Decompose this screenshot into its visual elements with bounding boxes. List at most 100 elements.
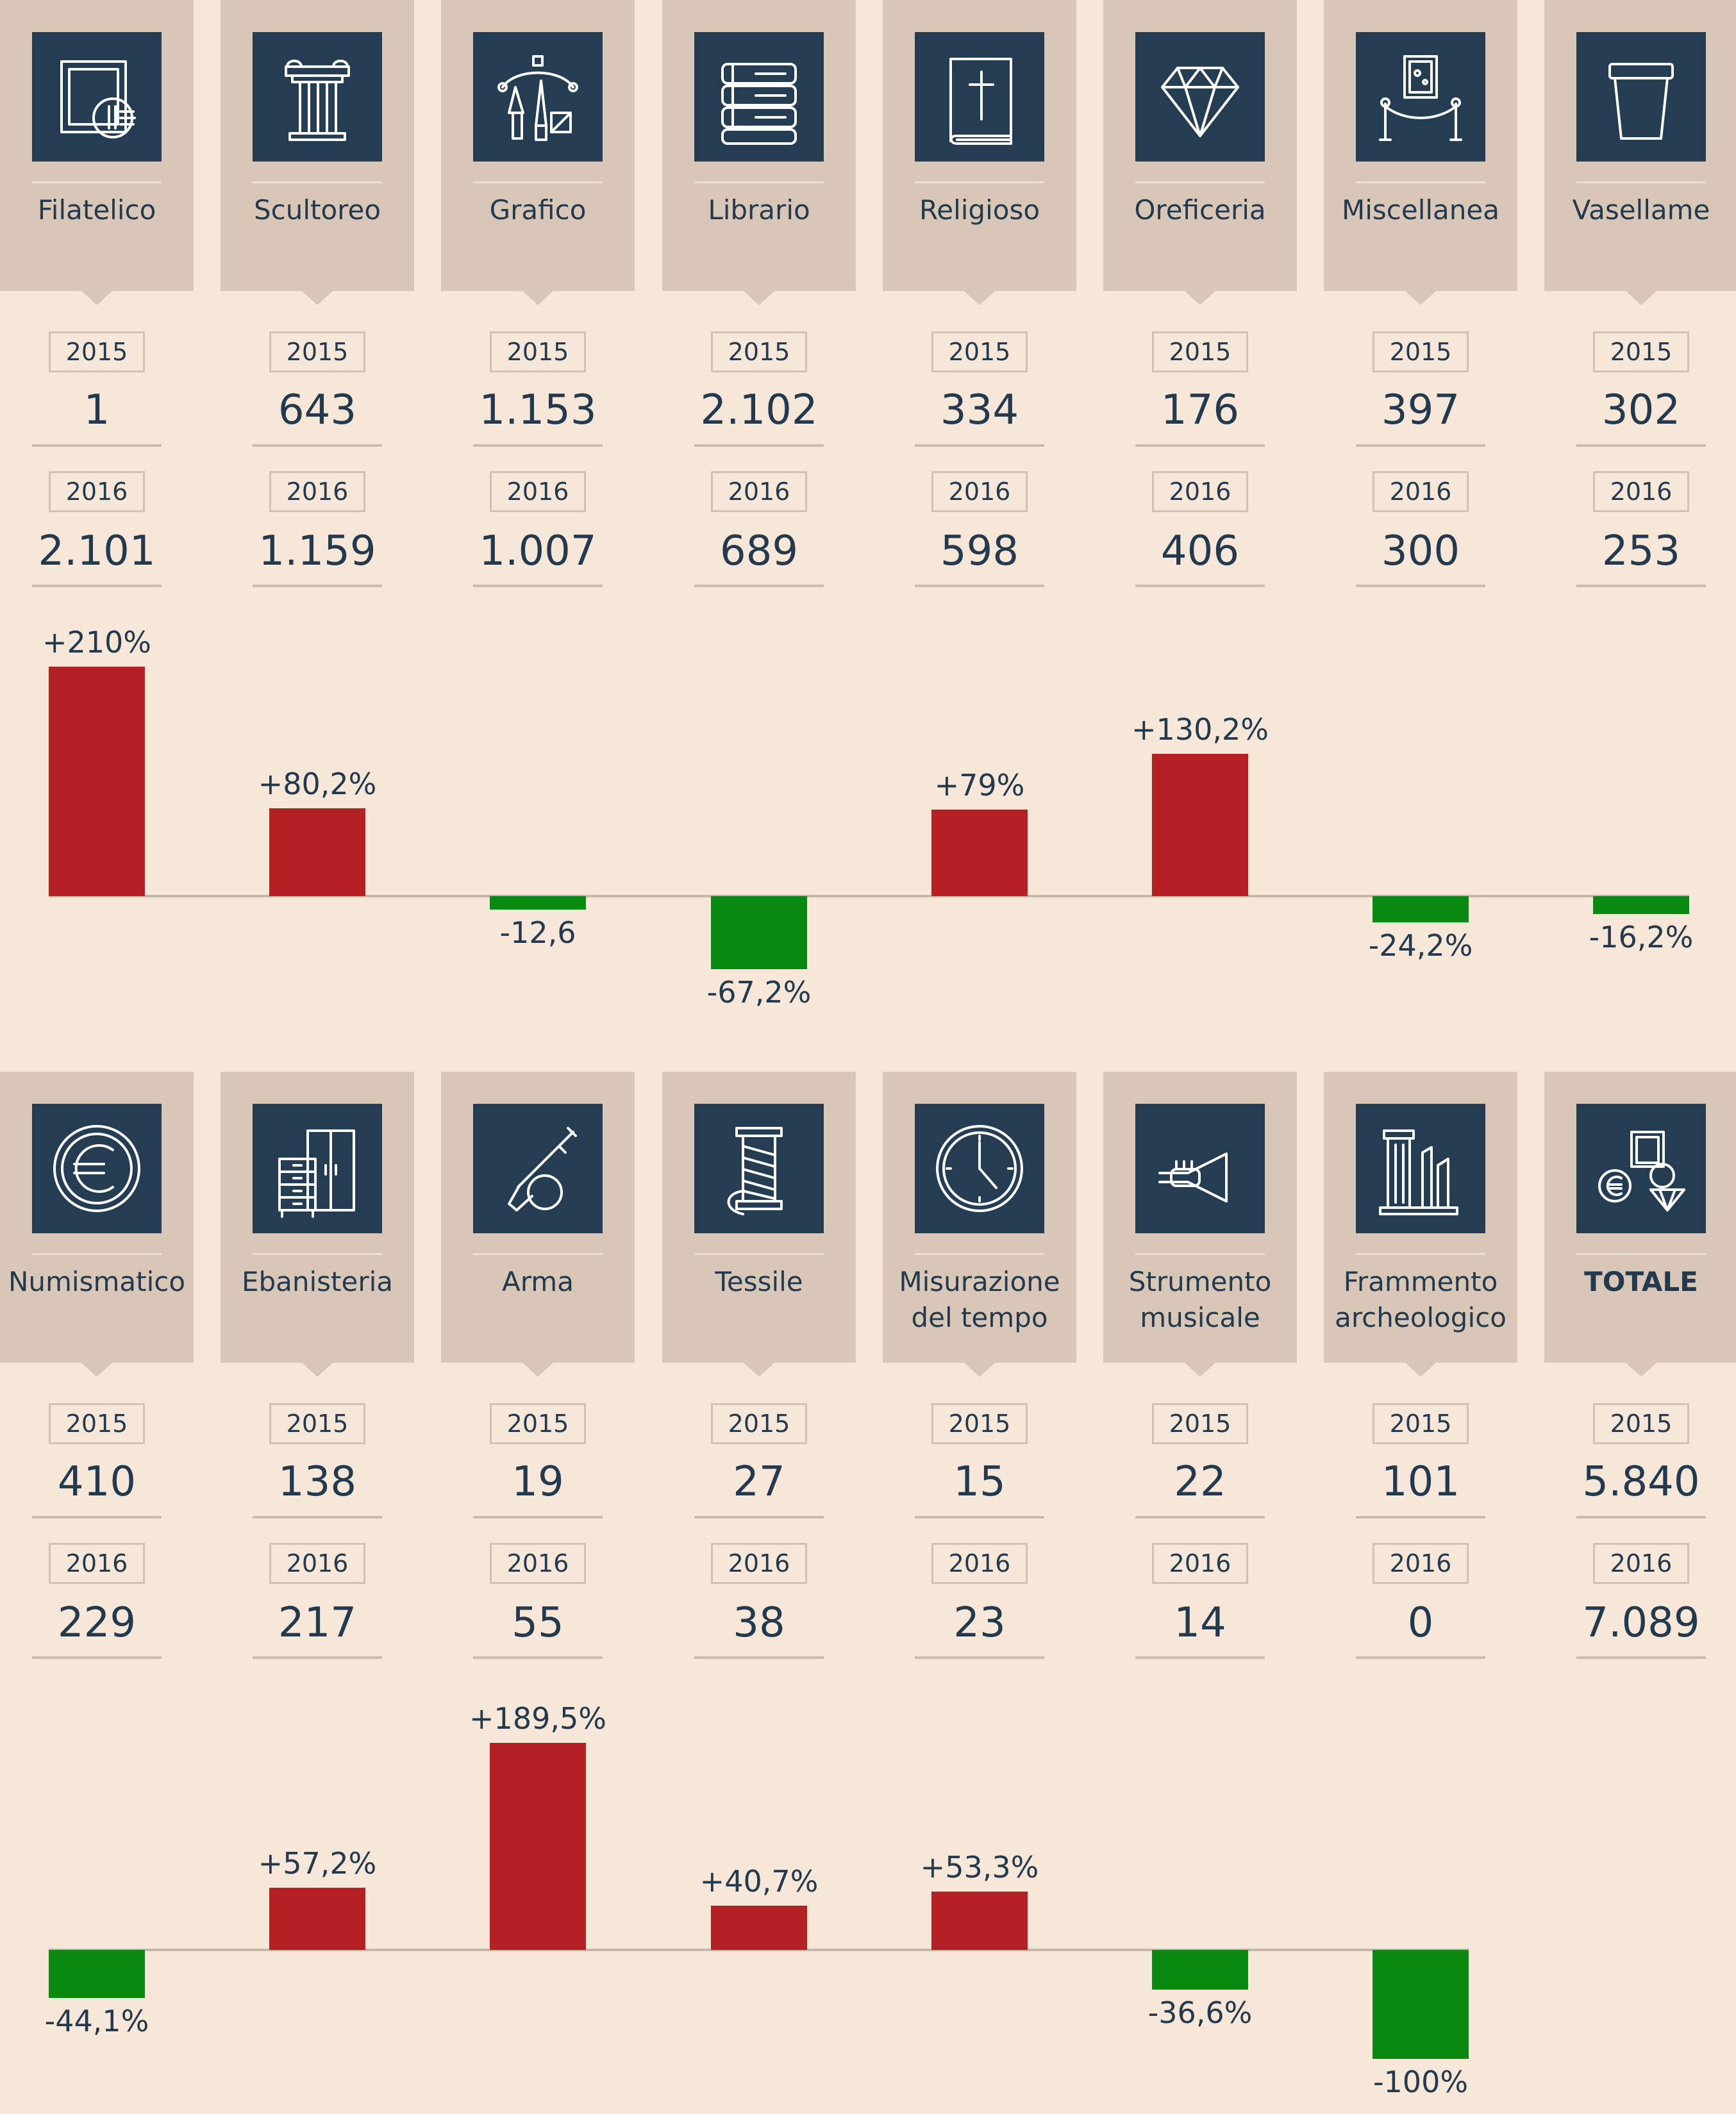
category-label: TOTALE xyxy=(1540,1264,1736,1300)
category-label-line: Frammento xyxy=(1343,1266,1498,1297)
category-label-line: TOTALE xyxy=(1584,1266,1698,1297)
year-badge-2015: 2015 xyxy=(1152,331,1248,372)
pen-tool-icon xyxy=(473,32,603,162)
value-divider xyxy=(473,444,603,447)
chart-baseline xyxy=(49,1949,1469,1951)
value-2016: 14 xyxy=(1174,1599,1226,1647)
value-divider xyxy=(473,585,603,587)
bar xyxy=(49,667,145,896)
value-divider xyxy=(1356,1516,1485,1519)
value-divider xyxy=(253,585,382,587)
tile-divider xyxy=(1356,181,1485,183)
value-2015: 19 xyxy=(512,1458,564,1506)
category-tile: Librario xyxy=(662,0,856,305)
year-badge-2016: 2016 xyxy=(269,1543,365,1584)
collection-icon xyxy=(1576,1104,1706,1233)
category-label-line: Filatelico xyxy=(37,194,156,226)
value-divider xyxy=(1576,585,1706,587)
tile-divider xyxy=(32,181,162,183)
value-divider xyxy=(1135,1656,1265,1659)
value-2015: 397 xyxy=(1381,387,1460,434)
year-badge-2016: 2016 xyxy=(1152,471,1248,512)
value-divider xyxy=(253,444,382,447)
tile-divider xyxy=(1576,1253,1706,1255)
bar-data-label: -36,6% xyxy=(1148,1995,1253,2031)
value-2016: 689 xyxy=(719,528,799,575)
value-2016: 217 xyxy=(278,1599,357,1647)
value-2016: 23 xyxy=(953,1599,1006,1647)
bar xyxy=(49,1950,145,1999)
value-divider xyxy=(694,585,824,587)
category-label-line: Misurazione xyxy=(899,1266,1060,1297)
year-badge-2016: 2016 xyxy=(269,471,365,512)
year-badge-2016: 2016 xyxy=(1593,471,1689,512)
bar xyxy=(490,1743,586,1950)
category-label-line: Grafico xyxy=(489,194,587,226)
category-label: Tessile xyxy=(658,1264,860,1300)
category-tile: Strumento musicale xyxy=(1103,1072,1297,1377)
column-icon xyxy=(253,32,382,162)
tile-divider xyxy=(1135,1253,1265,1255)
year-badge-2016: 2016 xyxy=(1593,1543,1689,1584)
clock-icon xyxy=(915,1104,1044,1233)
category-label-line: Scultoreo xyxy=(253,194,381,226)
value-2015: 334 xyxy=(940,387,1019,434)
tile-divider xyxy=(253,1253,382,1255)
bar-data-label: +130,2% xyxy=(1131,712,1269,747)
value-divider xyxy=(1576,444,1706,447)
bar-data-label: +79% xyxy=(934,768,1025,803)
category-tile: TOTALE xyxy=(1544,1072,1736,1377)
category-tile: Filatelico xyxy=(0,0,197,305)
value-2015: 101 xyxy=(1381,1458,1460,1506)
value-2015: 643 xyxy=(278,387,357,434)
value-divider xyxy=(32,1656,162,1659)
bible-icon xyxy=(915,32,1044,162)
value-divider xyxy=(915,585,1044,587)
tile-divider xyxy=(694,1253,824,1255)
bar-data-label: -67,2% xyxy=(706,975,812,1010)
year-badge-2016: 2016 xyxy=(49,471,145,512)
category-label-line: Religioso xyxy=(919,194,1040,226)
bar xyxy=(1593,896,1689,914)
category-tile: Miscellanea xyxy=(1324,0,1517,305)
year-badge-2015: 2015 xyxy=(1593,331,1689,372)
year-badge-2015: 2015 xyxy=(931,331,1028,372)
value-2015: 410 xyxy=(57,1458,137,1506)
bar xyxy=(269,1887,365,1950)
category-label: Filatelico xyxy=(0,192,197,228)
bar-data-label: -24,2% xyxy=(1368,928,1473,963)
category-label: Frammento archeologico xyxy=(1320,1264,1521,1336)
category-label-line: archeologico xyxy=(1335,1302,1506,1333)
stamp-icon xyxy=(32,32,162,162)
bar xyxy=(1373,896,1469,923)
value-divider xyxy=(473,1516,603,1519)
year-badge-2016: 2016 xyxy=(711,471,807,512)
bar xyxy=(269,808,365,896)
value-2016: 1.159 xyxy=(258,528,376,575)
value-2016: 55 xyxy=(512,1599,564,1647)
tile-divider xyxy=(1356,1253,1485,1255)
rifle-icon xyxy=(473,1104,603,1233)
bar xyxy=(1152,1950,1248,1990)
category-label: Miscellanea xyxy=(1320,192,1521,228)
value-divider xyxy=(1576,1516,1706,1519)
value-divider xyxy=(694,1516,824,1519)
value-divider xyxy=(1356,585,1485,587)
category-tile: Scultoreo xyxy=(221,0,414,305)
value-divider xyxy=(1135,1516,1265,1519)
value-2015: 1.153 xyxy=(479,387,597,434)
cabinet-icon xyxy=(253,1104,382,1233)
value-divider xyxy=(1576,1656,1706,1659)
bar-data-label: -44,1% xyxy=(44,2004,149,2039)
tile-divider xyxy=(1135,181,1265,183)
value-2016: 7.089 xyxy=(1582,1599,1700,1647)
bar xyxy=(1152,754,1248,896)
value-2015: 5.840 xyxy=(1582,1458,1700,1506)
bar-data-label: +80,2% xyxy=(258,767,377,802)
category-label-line: Vasellame xyxy=(1572,194,1710,226)
value-divider xyxy=(32,585,162,587)
value-divider xyxy=(694,1656,824,1659)
ruins-icon xyxy=(1356,1104,1485,1233)
category-label: Numismatico xyxy=(0,1264,197,1300)
